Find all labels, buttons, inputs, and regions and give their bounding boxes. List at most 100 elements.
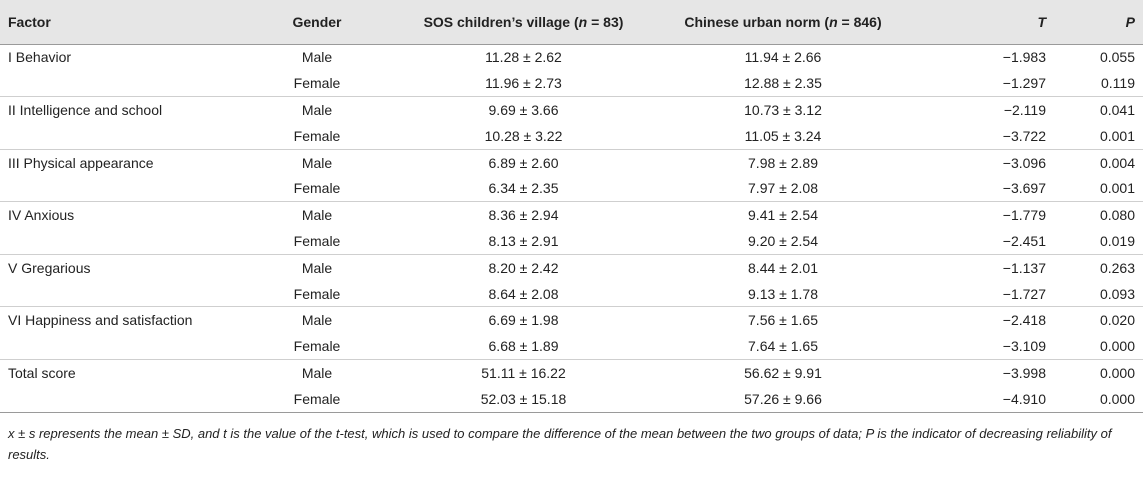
cell-t-value: −3.722 bbox=[1002, 127, 1046, 144]
cell-t-value: −3.096 bbox=[896, 148, 1054, 176]
table-row: Female 10.28 ± 3.22 11.05 ± 3.24 −3.722 0.00… bbox=[0, 123, 1143, 149]
table-row: Female 6.68 ± 1.89 7.64 ± 1.65 −3.109 0.000 bbox=[0, 333, 1143, 359]
cell-factor bbox=[0, 175, 257, 201]
cell-sos-value: 9.69 ± 3.66 bbox=[377, 96, 670, 123]
cell-t-value: −3.998 bbox=[896, 359, 1054, 386]
cell-p-value: 0.004 bbox=[1054, 148, 1143, 176]
cell-sos-value: 11.96 ± 2.73 bbox=[485, 75, 562, 92]
table-row: Female 8.13 ± 2.91 9.20 ± 2.54 −2.451 0.019 bbox=[0, 228, 1143, 254]
cell-gender: Female bbox=[293, 338, 341, 355]
table-header: Factor Gender SOS children’s village (n … bbox=[0, 0, 1143, 45]
cell-factor: I Behavior bbox=[8, 49, 72, 66]
cell-t-value: −4.910 bbox=[896, 385, 1054, 413]
cell-gender: Male bbox=[257, 148, 377, 176]
cell-t-value: −2.418 bbox=[896, 306, 1054, 334]
cell-p-value: 0.000 bbox=[1099, 338, 1135, 355]
cell-norm-value: 12.88 ± 2.35 bbox=[744, 75, 822, 92]
cell-factor bbox=[0, 228, 257, 254]
cell-sos-value: 52.03 ± 15.18 bbox=[377, 385, 670, 413]
table-row: I Behavior Male 11.28 ± 2.62 11.94 ± 2.66 −1… bbox=[0, 44, 1143, 70]
cell-p-value: 0.119 bbox=[1101, 75, 1135, 92]
header-gender: Gender bbox=[257, 0, 377, 45]
table-row: II Intelligence and school Male 9.69 ± 3.6… bbox=[0, 96, 1143, 123]
header-norm-prefix: Chinese urban norm ( bbox=[684, 13, 830, 30]
cell-sos-value: 6.68 ± 1.89 bbox=[488, 338, 559, 355]
cell-sos-value: 8.13 ± 2.91 bbox=[488, 232, 559, 249]
cell-t-value: −1.297 bbox=[1002, 75, 1046, 92]
table-row: V Gregarious Male 8.20 ± 2.42 8.44 ± 2.01 −1… bbox=[0, 253, 1143, 281]
cell-factor: VI Happiness and satisfaction bbox=[0, 306, 257, 334]
cell-t-value: −3.697 bbox=[1002, 180, 1046, 197]
header-sos-prefix: SOS children’s village ( bbox=[423, 13, 579, 30]
cell-sos-value: 8.64 ± 2.08 bbox=[488, 285, 559, 302]
cell-norm-value: 7.56 ± 1.65 bbox=[670, 306, 896, 334]
table-row: Female 8.64 ± 2.08 9.13 ± 1.78 −1.727 0.093 bbox=[0, 281, 1143, 307]
cell-norm-value: 8.44 ± 2.01 bbox=[670, 253, 896, 281]
cell-gender: Male bbox=[257, 201, 377, 229]
table-footnote: x ± s represents the mean ± SD, and t is… bbox=[8, 425, 1112, 462]
cell-sos-value: 6.89 ± 2.60 bbox=[377, 148, 670, 176]
cell-gender: Female bbox=[293, 285, 341, 302]
header-norm: Chinese urban norm (n = 846) bbox=[670, 0, 896, 45]
cell-gender: Female bbox=[293, 232, 341, 249]
cell-p-value: 0.000 bbox=[1054, 385, 1143, 413]
cell-gender: Male bbox=[301, 49, 333, 66]
cell-sos-value: 10.28 ± 3.22 bbox=[484, 127, 563, 144]
cell-gender: Male bbox=[257, 253, 377, 281]
cell-p-value: 0.080 bbox=[1054, 201, 1143, 229]
header-norm-n: n bbox=[829, 13, 838, 30]
cell-sos-value: 6.34 ± 2.35 bbox=[488, 180, 559, 197]
header-p: P bbox=[1054, 0, 1143, 45]
results-table: Factor Gender SOS children’s village (n … bbox=[0, 0, 1143, 413]
cell-norm-value: 9.13 ± 1.78 bbox=[748, 285, 818, 302]
header-norm-suffix: = 846) bbox=[837, 13, 882, 30]
cell-t-value: −1.779 bbox=[896, 201, 1054, 229]
header-row: Factor Gender SOS children’s village (n … bbox=[0, 0, 1143, 45]
cell-gender: Female bbox=[293, 75, 341, 92]
cell-sos-value: 51.11 ± 16.22 bbox=[377, 359, 670, 386]
cell-p-value: 0.263 bbox=[1054, 253, 1143, 281]
cell-factor bbox=[0, 281, 257, 307]
table-row: Female 11.96 ± 2.73 12.88 ± 2.35 −1.297 0.11… bbox=[0, 70, 1143, 96]
cell-norm-value: 7.98 ± 2.89 bbox=[670, 148, 896, 176]
cell-norm-value: 11.94 ± 2.66 bbox=[744, 49, 822, 66]
cell-sos-value: 8.36 ± 2.94 bbox=[377, 201, 670, 229]
cell-norm-value: 10.73 ± 3.12 bbox=[670, 96, 896, 123]
cell-p-value: 0.041 bbox=[1054, 96, 1143, 123]
header-sos-n: n bbox=[578, 13, 588, 30]
cell-t-value: −2.119 bbox=[896, 96, 1054, 123]
table-row: Total score Male 51.11 ± 16.22 56.62 ± 9.91… bbox=[0, 359, 1143, 386]
cell-norm-value: 7.97 ± 2.08 bbox=[748, 180, 818, 197]
cell-factor: V Gregarious bbox=[0, 253, 257, 281]
cell-t-value: −1.137 bbox=[896, 253, 1054, 281]
cell-gender: Female bbox=[257, 385, 377, 413]
header-t: T bbox=[896, 0, 1054, 45]
cell-factor: II Intelligence and school bbox=[0, 96, 257, 123]
cell-norm-value: 9.41 ± 2.54 bbox=[670, 201, 896, 229]
cell-p-value: 0.020 bbox=[1054, 306, 1143, 334]
cell-norm-value: 7.64 ± 1.65 bbox=[748, 338, 818, 355]
cell-gender: Male bbox=[257, 96, 377, 123]
cell-t-value: −2.451 bbox=[1002, 232, 1046, 249]
cell-p-value: 0.055 bbox=[1099, 49, 1135, 66]
cell-gender: Male bbox=[257, 359, 377, 386]
table-row: III Physical appearance Male 6.89 ± 2.60 7.… bbox=[0, 148, 1143, 176]
cell-gender: Female bbox=[293, 180, 341, 197]
cell-factor: III Physical appearance bbox=[0, 148, 257, 176]
cell-norm-value: 56.62 ± 9.91 bbox=[670, 359, 896, 386]
cell-factor bbox=[0, 385, 257, 413]
cell-p-value: 0.093 bbox=[1099, 285, 1135, 302]
cell-factor bbox=[0, 333, 257, 359]
cell-norm-value: 11.05 ± 3.24 bbox=[744, 127, 822, 144]
cell-sos-value: 11.28 ± 2.62 bbox=[485, 49, 562, 66]
cell-t-value: −1.983 bbox=[1002, 49, 1046, 66]
header-sos-suffix: = 83) bbox=[587, 13, 624, 30]
cell-p-value: 0.000 bbox=[1054, 359, 1143, 386]
cell-factor bbox=[0, 123, 257, 149]
table-row: VI Happiness and satisfaction Male 6.69 ± … bbox=[0, 306, 1143, 334]
cell-gender: Female bbox=[293, 127, 341, 144]
cell-p-value: 0.001 bbox=[1099, 180, 1135, 197]
cell-t-value: −3.109 bbox=[1002, 338, 1046, 355]
cell-norm-value: 57.26 ± 9.66 bbox=[670, 385, 896, 413]
